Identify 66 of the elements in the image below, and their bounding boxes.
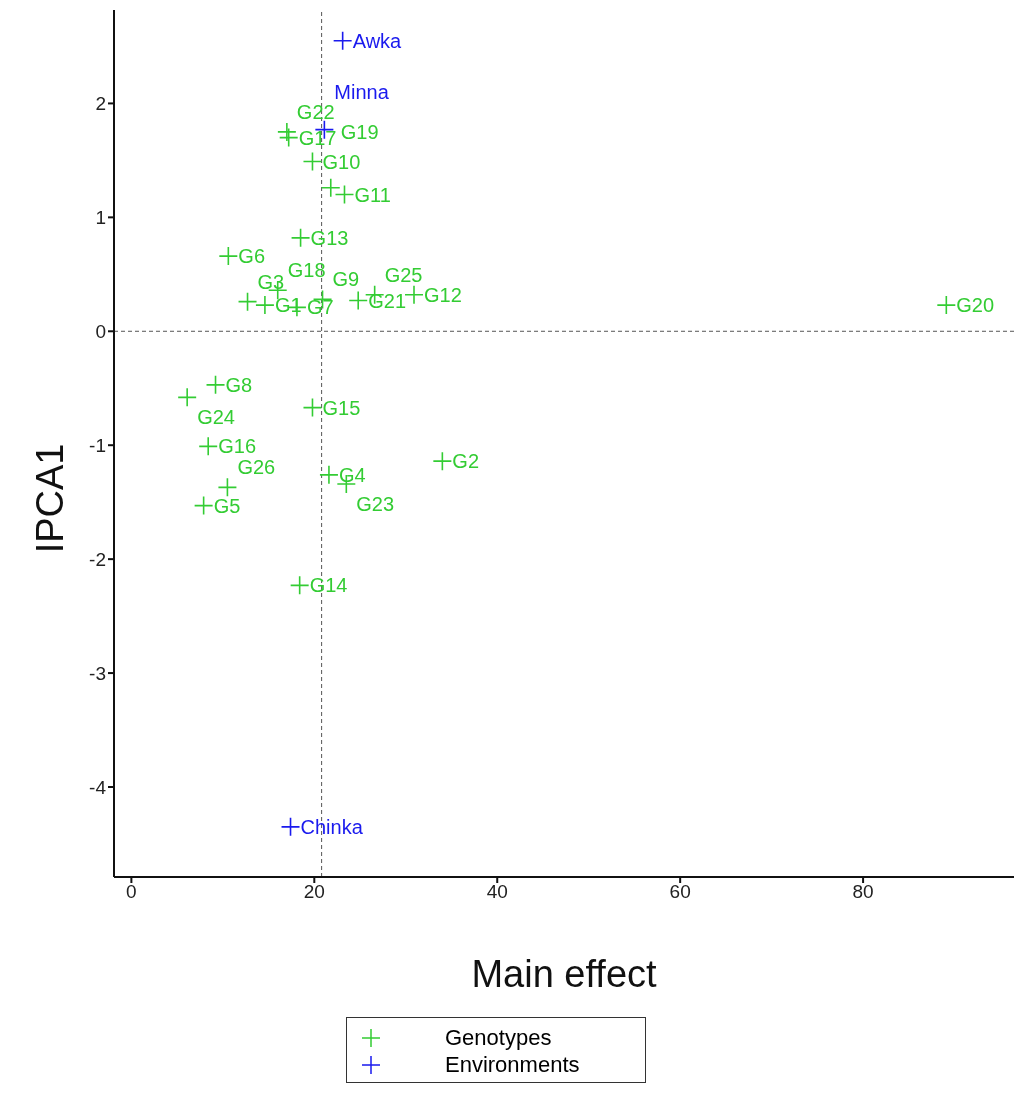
annotation: G20 (956, 294, 995, 317)
y-tick-label: -1 (89, 434, 106, 456)
point (432, 451, 453, 471)
y-tick-label: -4 (89, 776, 107, 798)
x-tick-label: 40 (486, 881, 508, 903)
point (218, 246, 239, 266)
text: Genotypes (445, 1024, 552, 1051)
y-tick-label: 2 (95, 93, 106, 115)
point (177, 387, 197, 408)
annotation: Chinka (300, 815, 364, 838)
point (198, 436, 219, 457)
annotation: G9 (332, 268, 360, 291)
annotation: G25 (384, 263, 423, 286)
point (237, 291, 258, 312)
annotation: G18 (287, 259, 326, 282)
point (193, 495, 214, 516)
annotation: G2 (452, 450, 480, 473)
point (289, 575, 310, 596)
x-tick-label: 0 (126, 881, 137, 903)
annotation: Minna (334, 80, 390, 103)
point (319, 465, 339, 485)
text: Environments (445, 1051, 580, 1078)
annotation: G15 (322, 396, 361, 419)
annotation: G23 (356, 492, 395, 515)
annotation: G12 (424, 283, 462, 306)
point (280, 817, 301, 837)
annotation: G22 (296, 100, 335, 123)
annotation: G3 (257, 270, 285, 293)
point (936, 295, 957, 315)
annotation: G14 (309, 574, 348, 597)
point (320, 177, 341, 198)
annotation: G24 (197, 406, 235, 429)
point (205, 375, 226, 395)
y-tick-label: -3 (89, 662, 106, 684)
x-tick-label: 80 (852, 881, 874, 903)
annotation: G7 (306, 296, 334, 319)
y-tick-label: 0 (95, 321, 106, 343)
point (302, 151, 323, 172)
point (302, 397, 323, 418)
y-axis-title: IPCA1 (29, 443, 72, 554)
annotation: G5 (213, 494, 241, 517)
annotation: G26 (237, 456, 276, 479)
annotation: G4 (338, 463, 366, 486)
point (332, 30, 353, 51)
x-tick-label: 20 (303, 881, 325, 903)
y-tick-label: -2 (89, 548, 106, 570)
annotation: G8 (225, 373, 253, 396)
x-axis-title: Main effect (471, 953, 658, 995)
point (255, 295, 275, 315)
y-tick-label: 1 (95, 207, 106, 229)
annotation: G10 (322, 150, 361, 173)
annotation: Awka (352, 29, 403, 52)
annotation: G21 (368, 289, 407, 312)
annotation: G13 (310, 226, 349, 249)
point (334, 184, 355, 205)
point (217, 477, 238, 498)
annotation: G6 (238, 245, 266, 268)
point (348, 290, 369, 311)
annotation: G11 (354, 183, 391, 206)
annotation: G19 (340, 120, 379, 143)
point (290, 228, 311, 248)
annotation: G16 (218, 435, 257, 458)
point (277, 122, 297, 142)
point (404, 285, 424, 305)
x-tick-label: 60 (669, 881, 691, 903)
point (278, 127, 299, 148)
